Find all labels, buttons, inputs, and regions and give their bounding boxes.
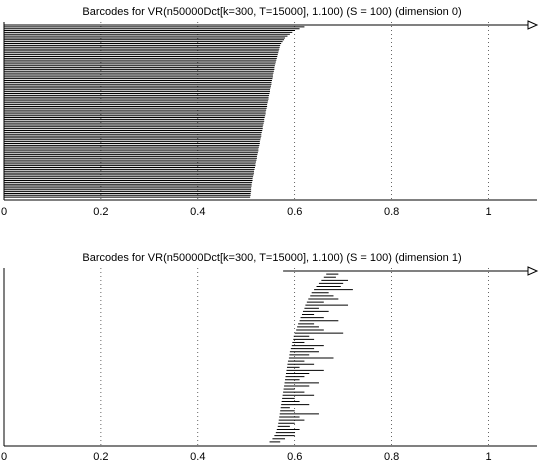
x-tick-label: 0.2 [93, 206, 108, 218]
x-tick-label: 0 [1, 206, 7, 218]
arrow-head [527, 266, 539, 276]
x-tick-label: 0.6 [287, 451, 302, 463]
x-tick-label: 0.2 [93, 451, 108, 463]
arrow-head [527, 20, 539, 30]
x-tick-label: 0.8 [384, 451, 399, 463]
chart-title: Barcodes for VR(n50000Dct[k=300, T=15000… [82, 252, 461, 264]
x-tick-label: 0.8 [384, 206, 399, 218]
chart-title: Barcodes for VR(n50000Dct[k=300, T=15000… [82, 6, 461, 18]
x-tick-label: 0.4 [190, 451, 205, 463]
x-tick-label: 0 [1, 451, 7, 463]
x-tick-label: 1 [485, 206, 491, 218]
x-tick-label: 0.6 [287, 206, 302, 218]
x-tick-label: 0.4 [190, 206, 205, 218]
x-tick-label: 1 [485, 451, 491, 463]
